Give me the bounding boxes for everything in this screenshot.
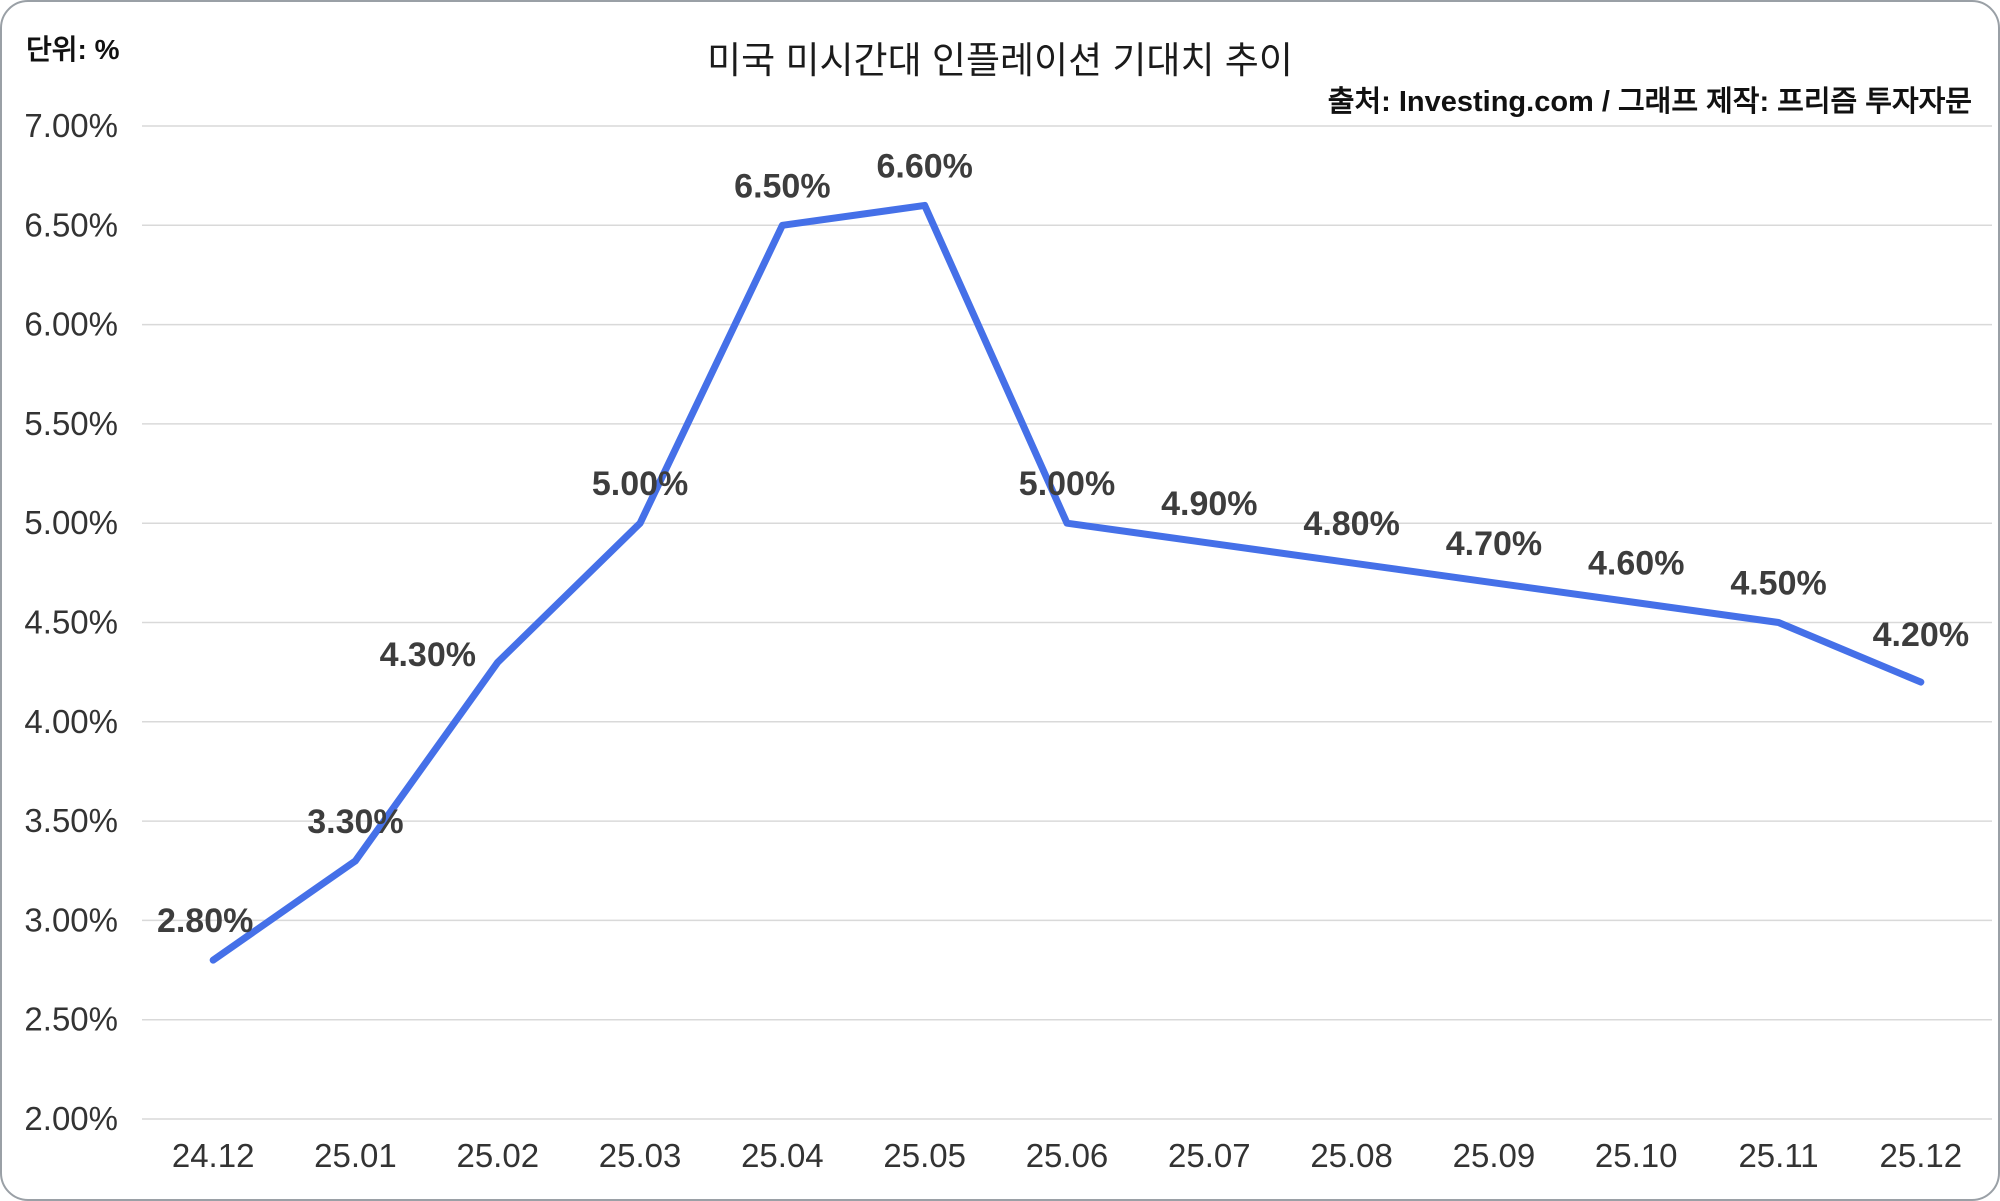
y-tick-label: 2.00% [24,1100,118,1137]
y-tick-label: 4.00% [24,703,118,740]
data-label: 3.30% [307,803,403,841]
data-label: 6.50% [734,167,830,205]
data-label: 4.90% [1161,485,1257,523]
gridlines [142,125,1992,1120]
y-axis-labels: 2.00% 2.50% 3.00% 3.50% 4.00% 4.50% 5.00% 5.50%… [24,107,118,1137]
x-tick-label: 25.11 [1738,1137,1818,1174]
data-label: 4.60% [1588,545,1684,583]
x-axis-labels: 24.12 25.01 25.02 25.03 25.04 25.05 25.06 25.07… [172,1137,1962,1174]
data-label: 4.50% [1730,565,1826,603]
chart-title: 미국 미시간대 인플레이션 기대치 추이 [707,40,1293,81]
x-tick-label: 25.10 [1595,1137,1678,1174]
y-tick-label: 3.50% [24,802,118,839]
y-tick-label: 4.50% [24,604,118,641]
x-tick-label: 25.02 [456,1137,539,1174]
x-tick-label: 25.08 [1310,1137,1393,1174]
x-tick-label: 25.05 [883,1137,966,1174]
data-label: 5.00% [1019,465,1115,503]
x-tick-label: 24.12 [172,1137,255,1174]
data-labels: 2.80% 3.30% 4.30% 5.00% 6.50% 6.60% 5.00% 4.90%… [157,147,1969,940]
data-label: 4.80% [1303,505,1399,543]
x-tick-label: 25.12 [1880,1137,1963,1174]
data-label: 6.60% [876,147,972,185]
x-tick-label: 25.07 [1168,1137,1251,1174]
data-label: 5.00% [592,465,688,503]
unit-label: 단위: % [26,34,120,65]
data-label: 4.20% [1873,616,1969,654]
y-tick-label: 6.50% [24,206,118,243]
x-tick-label: 25.06 [1026,1137,1109,1174]
x-tick-label: 25.03 [599,1137,682,1174]
y-tick-label: 3.00% [24,901,118,938]
x-tick-label: 25.04 [741,1137,824,1174]
y-tick-label: 7.00% [24,107,118,144]
y-tick-label: 5.50% [24,405,118,442]
series-line [209,201,1925,964]
x-tick-label: 25.09 [1453,1137,1536,1174]
data-label: 4.70% [1446,525,1542,563]
y-tick-label: 2.50% [24,1001,118,1038]
y-tick-label: 5.00% [24,504,118,541]
data-label: 4.30% [380,636,476,674]
chart-source: 출처: Investing.com / 그래프 제작: 프리즘 투자자문 [1327,86,1972,118]
x-tick-label: 25.01 [314,1137,397,1174]
y-tick-label: 6.00% [24,306,118,343]
data-label: 2.80% [157,902,253,940]
